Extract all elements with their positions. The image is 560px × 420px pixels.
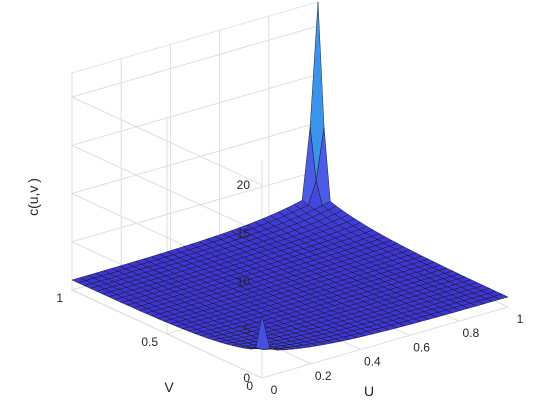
surface-patch — [255, 315, 271, 350]
y-axis-label: V — [164, 379, 174, 395]
z-tick-label: 15 — [237, 226, 251, 240]
z-axis-label: c(u,v ) — [25, 178, 41, 216]
x-tick-label: 0.2 — [315, 369, 332, 383]
x-tick-label: 0.8 — [462, 326, 479, 340]
z-tick-label: 0 — [243, 371, 250, 385]
surface-mesh — [71, 1, 509, 351]
x-tick-label: 1 — [517, 312, 524, 326]
x-tick-label: 0.6 — [413, 340, 430, 354]
z-tick-label: 5 — [243, 323, 250, 337]
x-axis-label: U — [364, 383, 374, 399]
x-tick-label: 0 — [271, 383, 278, 397]
z-tick-label: 20 — [237, 178, 251, 192]
y-tick-label: 0.5 — [141, 335, 158, 349]
x-tick-label: 0.4 — [364, 355, 381, 369]
z-tick-label: 10 — [237, 275, 251, 289]
y-tick-label: 0 — [246, 379, 253, 393]
y-tick-label: 1 — [56, 291, 63, 305]
